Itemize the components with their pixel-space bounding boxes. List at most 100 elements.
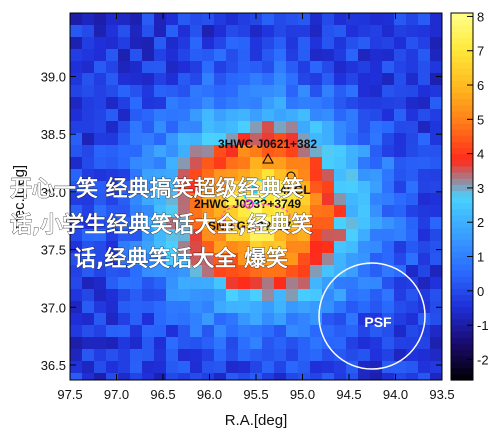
heatmap-cell [178, 349, 191, 362]
x-tick-label: 96.5 [150, 387, 175, 402]
heatmap-cell [82, 169, 95, 182]
heatmap-cell [346, 193, 359, 206]
heatmap-cell [166, 61, 179, 74]
heatmap-cell [334, 265, 347, 278]
heatmap-cell [358, 85, 371, 98]
heatmap-cell [70, 277, 83, 290]
heatmap-cell [226, 193, 239, 206]
heatmap-cell [154, 181, 167, 194]
heatmap-cell [262, 289, 275, 302]
heatmap-cell [370, 313, 383, 326]
heatmap-cell [190, 193, 203, 206]
heatmap-cell [418, 181, 431, 194]
heatmap-cell [298, 73, 311, 86]
heatmap-cell [358, 373, 371, 380]
heatmap-cell [70, 373, 83, 380]
heatmap-cell [118, 205, 131, 218]
heatmap-cell [322, 157, 335, 170]
heatmap-cell [178, 25, 191, 38]
heatmap-cell [94, 373, 107, 380]
heatmap-cell [370, 193, 383, 206]
heatmap-cell [94, 181, 107, 194]
heatmap-cell [106, 373, 119, 380]
colorbar-segment [451, 184, 473, 191]
heatmap-cell [418, 289, 431, 302]
heatmap-cell [274, 289, 287, 302]
heatmap-cell [406, 265, 419, 278]
heatmap-cell [418, 337, 431, 350]
heatmap-cell [142, 169, 155, 182]
heatmap-cell [178, 289, 191, 302]
heatmap-cell [94, 193, 107, 206]
heatmap-cell [430, 169, 442, 182]
heatmap-cell [178, 265, 191, 278]
heatmap-cell [322, 325, 335, 338]
heatmap-cell [274, 181, 287, 194]
heatmap-cell [226, 37, 239, 50]
heatmap-cell [418, 133, 431, 146]
heatmap-cell [418, 109, 431, 122]
colorbar-segment [451, 312, 473, 320]
heatmap-cell [370, 241, 383, 254]
heatmap-cell [430, 265, 442, 278]
colorbar-segment [451, 49, 473, 57]
heatmap-cell [334, 205, 347, 218]
heatmap-cell [166, 73, 179, 86]
heatmap-cell [202, 49, 215, 62]
heatmap-cell [106, 253, 119, 266]
heatmap-cell [130, 277, 143, 290]
heatmap-cell [226, 361, 239, 374]
heatmap-cell [154, 121, 167, 134]
heatmap-cell [70, 289, 83, 302]
heatmap-cell [346, 313, 359, 326]
heatmap-cell [94, 229, 107, 242]
heatmap-cell [130, 193, 143, 206]
heatmap-cell [286, 109, 299, 122]
heatmap-cell [82, 37, 95, 50]
heatmap-cell [82, 73, 95, 86]
heatmap-cell [310, 241, 323, 254]
heatmap-cell [190, 37, 203, 50]
heatmap-cell [370, 145, 383, 158]
heatmap-cell [214, 13, 227, 26]
heatmap-cell [346, 157, 359, 170]
heatmap-cell [370, 25, 383, 38]
heatmap-cell [310, 109, 323, 122]
heatmap-cell [406, 373, 419, 380]
heatmap-cell [406, 25, 419, 38]
heatmap-cell [178, 205, 191, 218]
heatmap-cell [394, 61, 407, 74]
heatmap-cell [430, 61, 442, 74]
heatmap-cell [406, 169, 419, 182]
heatmap-cell [82, 241, 95, 254]
heatmap-cell [334, 49, 347, 62]
heatmap-cell [130, 169, 143, 182]
heatmap-cell [190, 325, 203, 338]
heatmap-cell [94, 49, 107, 62]
heatmap-cell [250, 205, 263, 218]
heatmap-cell [274, 61, 287, 74]
colorbar-segment [451, 214, 473, 222]
heatmap-cell [430, 145, 442, 158]
heatmap-cell [106, 133, 119, 146]
heatmap-cell [82, 121, 95, 134]
heatmap-cell [274, 373, 287, 380]
heatmap-cell [118, 193, 131, 206]
heatmap-cell [394, 37, 407, 50]
heatmap-cell [130, 13, 143, 26]
colorbar-segment [451, 178, 473, 185]
heatmap-cell [334, 217, 347, 230]
heatmap-cell [106, 277, 119, 290]
heatmap-cell [262, 85, 275, 98]
heatmap-cell [94, 349, 107, 362]
heatmap-cell [142, 121, 155, 134]
heatmap-cell [430, 337, 442, 350]
heatmap-cell [322, 349, 335, 362]
heatmap-cell [190, 361, 203, 374]
heatmap-cell [202, 133, 215, 146]
heatmap-cell [382, 181, 395, 194]
heatmap-cell [142, 25, 155, 38]
heatmap-cell [394, 217, 407, 230]
heatmap-cell [346, 145, 359, 158]
heatmap-cell [142, 73, 155, 86]
